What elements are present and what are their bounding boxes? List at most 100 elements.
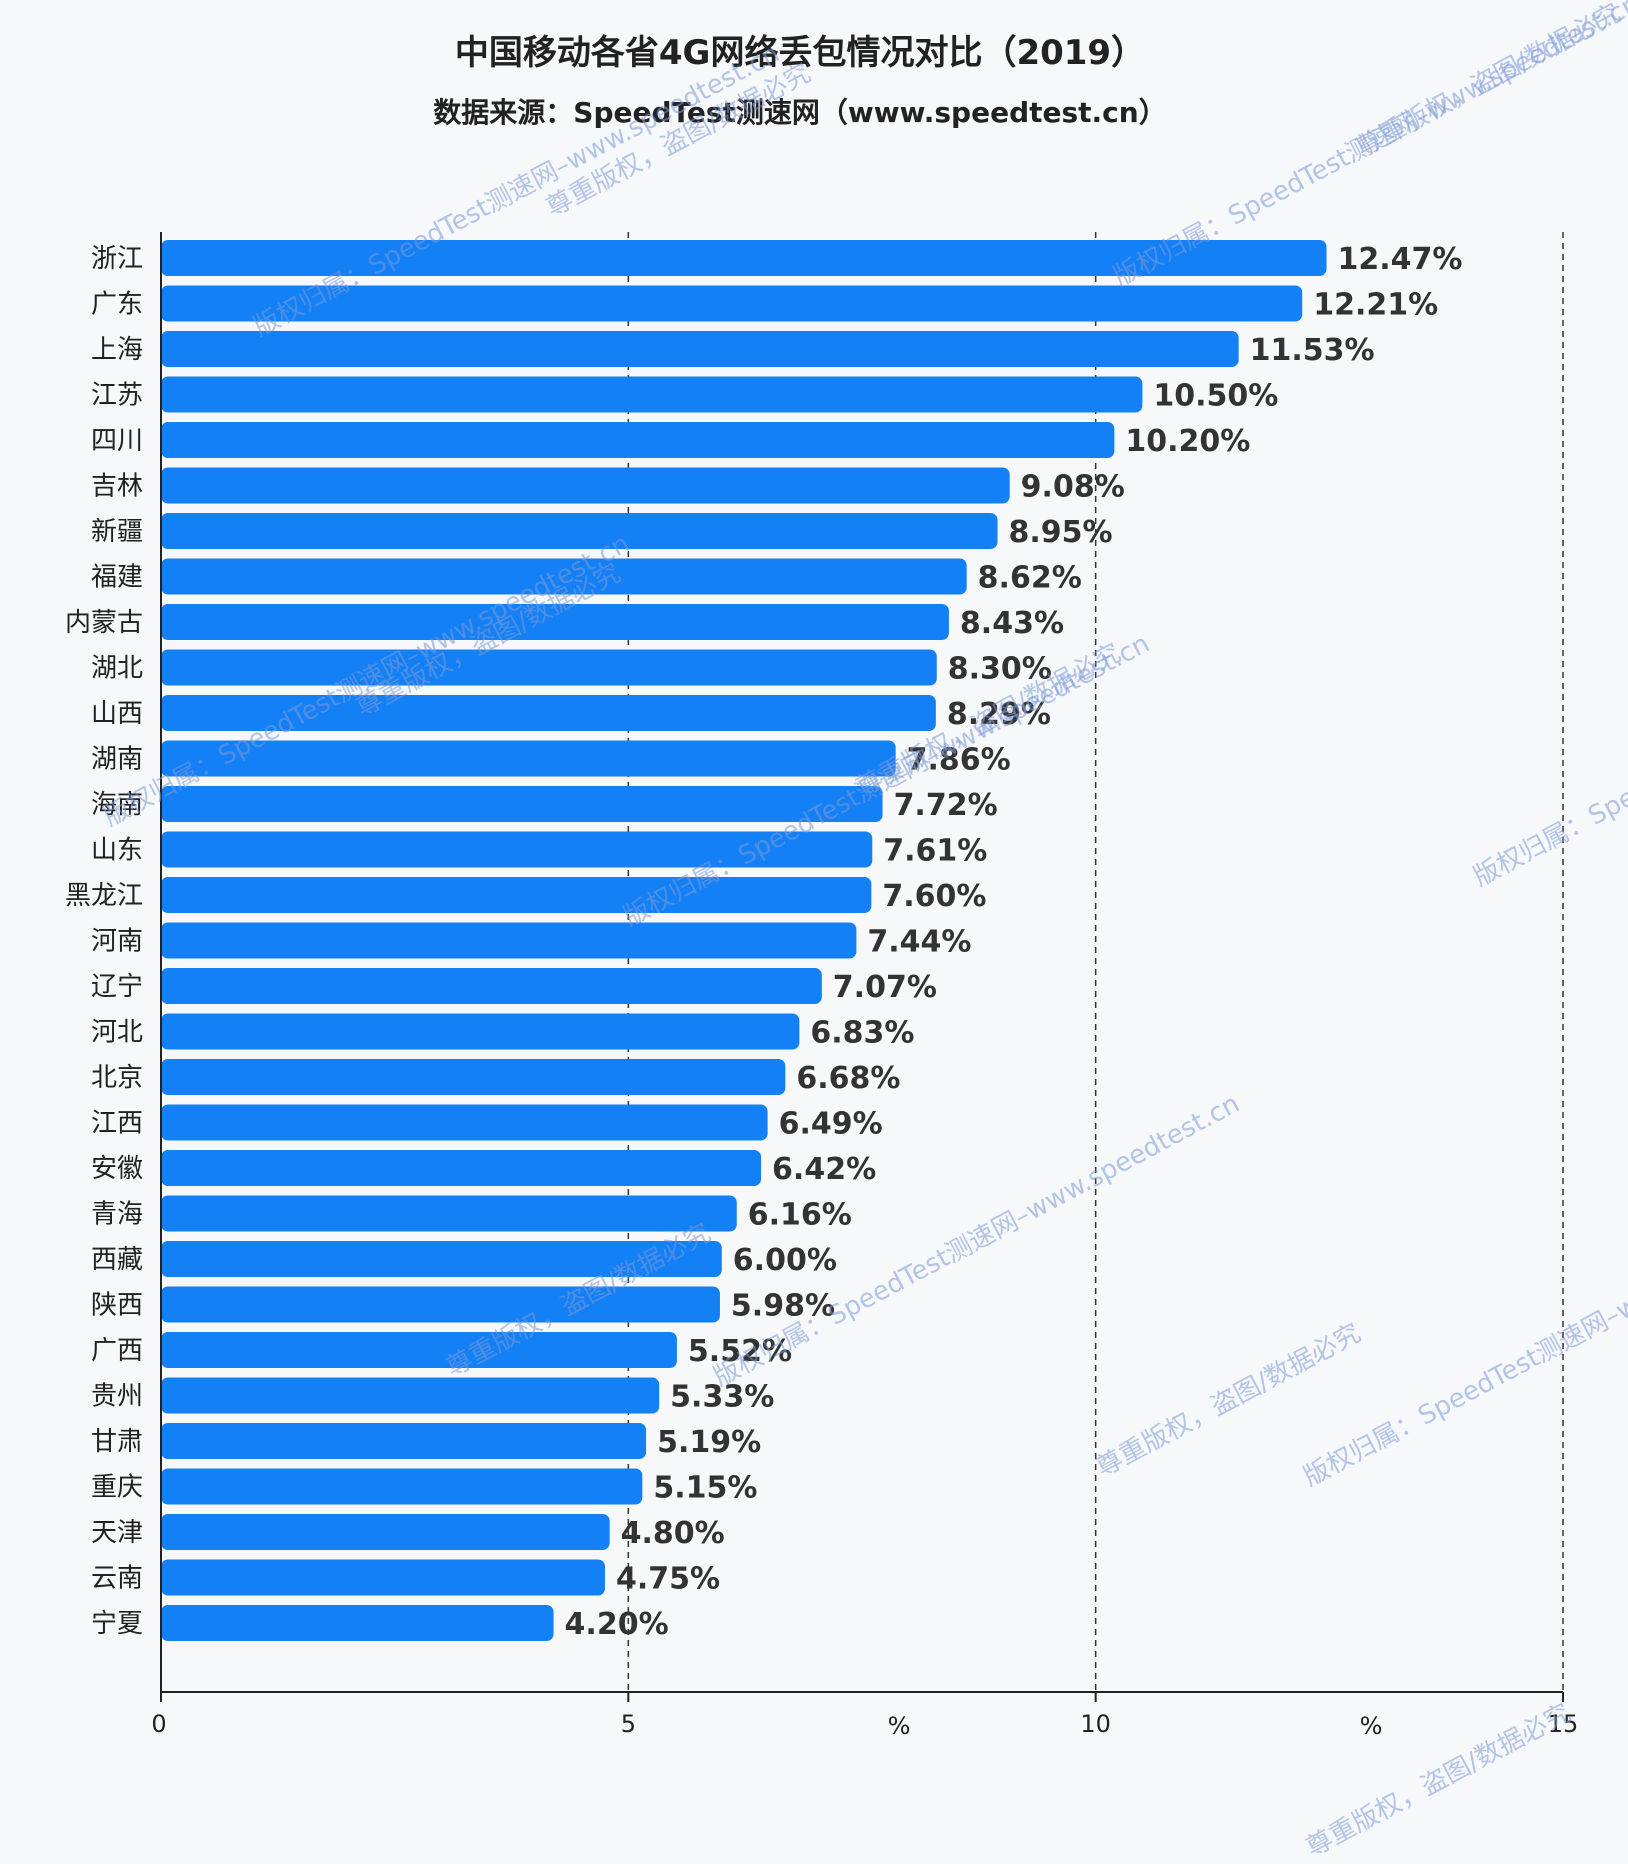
value-label: 6.16%	[748, 1198, 852, 1233]
value-label: 7.07%	[833, 970, 937, 1005]
value-label: 8.62%	[978, 561, 1082, 596]
bar-13	[161, 786, 883, 822]
category-label: 河北	[91, 1018, 143, 1048]
bar-25	[161, 1332, 677, 1368]
bar-2	[161, 285, 1303, 322]
category-label: 福建	[91, 563, 143, 593]
bar-19	[161, 1059, 786, 1095]
category-label: 四川	[91, 426, 143, 456]
value-label: 8.43%	[960, 606, 1064, 641]
value-label: 10.50%	[1153, 379, 1278, 414]
category-label: 云南	[91, 1564, 143, 1594]
value-label: 5.98%	[731, 1289, 835, 1324]
x-unit-label: %	[1360, 1712, 1383, 1740]
category-label: 河南	[91, 927, 143, 957]
bar-18	[161, 1013, 800, 1050]
bars-group: 浙江 12.47% 广东 12.21% 上海 11.53% 江苏 10.50% 四川 10.20%…	[65, 240, 1462, 1642]
bar-29	[161, 1514, 610, 1550]
x-tick-label: 10	[1080, 1710, 1111, 1738]
category-label: 甘肃	[91, 1427, 143, 1457]
x-tick-label: 5	[621, 1710, 636, 1738]
value-label: 8.29%	[947, 697, 1051, 732]
category-label: 陕西	[91, 1291, 143, 1321]
bar-28	[161, 1468, 643, 1505]
category-label: 吉林	[91, 472, 143, 502]
category-label: 黑龙江	[65, 881, 143, 911]
category-label: 山西	[91, 699, 143, 729]
bar-4	[161, 376, 1143, 413]
chart-subtitle: 数据来源：SpeedTest测速网（www.speedtest.cn）	[433, 96, 1166, 129]
bar-21	[161, 1150, 762, 1186]
value-label: 5.52%	[688, 1334, 792, 1369]
value-label: 7.61%	[883, 834, 987, 869]
value-label: 11.53%	[1250, 333, 1375, 368]
category-label: 山东	[91, 836, 143, 866]
category-label: 新疆	[91, 517, 143, 547]
bar-30	[161, 1559, 605, 1596]
value-label: 7.72%	[894, 788, 998, 823]
category-label: 北京	[91, 1063, 143, 1093]
value-label: 8.95%	[1009, 515, 1113, 550]
bar-23	[161, 1241, 722, 1277]
bar-3	[161, 331, 1239, 367]
bar-12	[161, 740, 896, 777]
bar-14	[161, 831, 873, 868]
category-label: 西藏	[91, 1245, 143, 1275]
value-label: 6.83%	[810, 1016, 914, 1051]
value-label: 8.30%	[948, 652, 1052, 687]
category-label: 辽宁	[91, 972, 143, 1002]
bar-22	[161, 1195, 737, 1232]
axes-group: 0 5 10 15%%	[151, 232, 1578, 1740]
value-label: 4.75%	[616, 1562, 720, 1597]
bar-7	[161, 513, 998, 549]
value-label: 5.19%	[657, 1425, 761, 1460]
value-label: 12.21%	[1313, 288, 1438, 323]
bar-24	[161, 1286, 720, 1323]
bar-17	[161, 968, 822, 1004]
category-label: 内蒙古	[65, 608, 143, 638]
x-tick-label: 15	[1548, 1710, 1579, 1738]
bar-31	[161, 1605, 554, 1641]
category-label: 广西	[91, 1336, 143, 1366]
value-label: 5.33%	[670, 1380, 774, 1415]
value-label: 6.49%	[779, 1107, 883, 1142]
category-label: 江苏	[91, 381, 143, 411]
bar-1	[161, 240, 1327, 276]
category-label: 湖南	[91, 745, 143, 775]
category-label: 青海	[91, 1200, 143, 1230]
category-label: 海南	[91, 790, 143, 820]
category-label: 天津	[91, 1518, 143, 1548]
value-label: 9.08%	[1021, 470, 1125, 505]
value-label: 6.68%	[796, 1061, 900, 1096]
category-label: 安徽	[91, 1154, 143, 1184]
value-label: 10.20%	[1125, 424, 1250, 459]
value-label: 6.42%	[772, 1152, 876, 1187]
value-label: 7.86%	[907, 743, 1011, 778]
bar-16	[161, 922, 857, 959]
category-label: 浙江	[91, 244, 143, 274]
bar-8	[161, 558, 967, 595]
category-label: 上海	[91, 335, 143, 365]
category-label: 重庆	[91, 1473, 143, 1503]
value-label: 6.00%	[733, 1243, 837, 1278]
bar-27	[161, 1423, 647, 1459]
category-label: 宁夏	[91, 1609, 143, 1639]
value-label: 4.20%	[565, 1607, 669, 1642]
bar-20	[161, 1104, 768, 1141]
bar-5	[161, 422, 1115, 458]
value-label: 7.44%	[867, 925, 971, 960]
chart-title: 中国移动各省4G网络丢包情况对比（2019）	[455, 33, 1145, 73]
bar-6	[161, 467, 1010, 504]
value-label: 5.15%	[653, 1471, 757, 1506]
bar-15	[161, 877, 872, 913]
category-label: 广东	[91, 290, 143, 320]
bar-26	[161, 1377, 660, 1414]
bar-10	[161, 649, 937, 686]
value-label: 12.47%	[1338, 242, 1463, 277]
category-label: 湖北	[91, 654, 143, 684]
bar-chart: 中国移动各省4G网络丢包情况对比（2019） 数据来源：SpeedTest测速网…	[65, 33, 1578, 1740]
value-label: 7.60%	[882, 879, 986, 914]
x-tick-label: 0	[151, 1710, 166, 1738]
category-label: 贵州	[91, 1382, 143, 1412]
category-label: 江西	[91, 1109, 143, 1139]
